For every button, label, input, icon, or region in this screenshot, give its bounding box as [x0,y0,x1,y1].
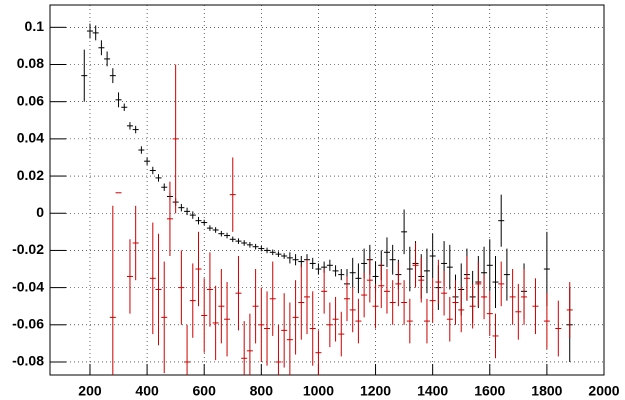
y-tick-label: -0.02 [12,241,44,257]
y-tick-label: 0.02 [17,167,44,183]
x-tick-label: 1400 [417,383,448,399]
y-tick-label: 0 [36,204,44,220]
y-tick-label: -0.08 [12,353,44,369]
y-tick-label: 0.08 [17,55,44,71]
y-tick-label: 0.06 [17,92,44,108]
y-tick-label: 0.04 [17,130,44,146]
y-tick-label: -0.06 [12,316,44,332]
x-tick-label: 1200 [360,383,391,399]
x-tick-label: 800 [250,383,274,399]
x-tick-label: 400 [135,383,159,399]
y-tick-label: -0.04 [12,278,44,294]
x-tick-label: 200 [78,383,102,399]
x-tick-label: 2000 [588,383,619,399]
y-tick-label: 0.1 [25,18,45,34]
x-tick-label: 1000 [303,383,334,399]
x-tick-label: 1600 [474,383,505,399]
plot-frame [49,4,605,376]
x-tick-label: 600 [193,383,217,399]
x-tick-label: 1800 [531,383,562,399]
